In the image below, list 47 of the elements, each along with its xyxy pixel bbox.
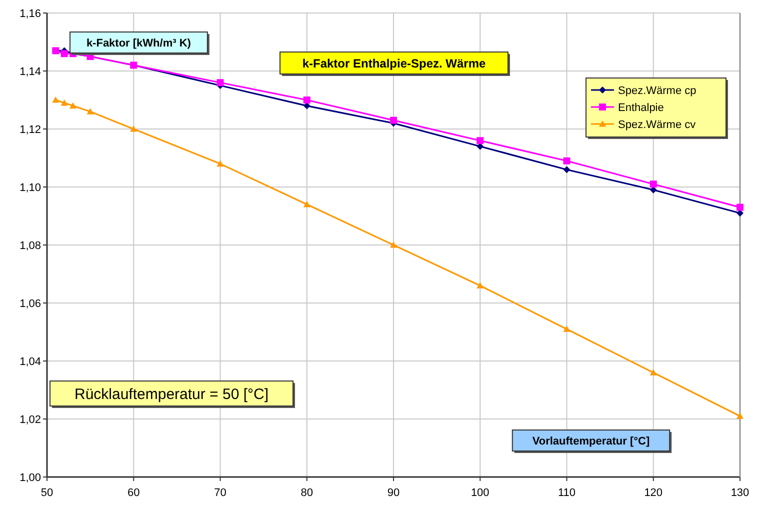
point xyxy=(60,99,68,106)
point xyxy=(69,102,76,109)
x-tick-label: 80 xyxy=(300,487,313,499)
point xyxy=(216,160,224,167)
x-axis-title: Vorlauftemperatur [°C] xyxy=(532,435,650,448)
text: k-Faktor Enthalpie-Spez. Wärme xyxy=(302,56,486,70)
annotation: Rücklauftemperatur = 50 [°C] xyxy=(74,386,269,403)
legend-label: Enthalpie xyxy=(618,102,664,114)
point xyxy=(303,200,310,208)
point xyxy=(303,96,310,104)
y-tick-label: 1,08 xyxy=(20,240,41,252)
point xyxy=(52,96,60,103)
point xyxy=(86,108,94,114)
x-tick-label: 60 xyxy=(128,487,140,499)
point xyxy=(736,204,744,211)
x-tick-label: 130 xyxy=(730,487,750,499)
y-tick-label: 1,12 xyxy=(20,124,41,136)
point xyxy=(650,180,657,188)
y-tick-label: 1,16 xyxy=(20,8,41,20)
point xyxy=(736,412,744,419)
y-tick-label: 1,14 xyxy=(20,66,41,78)
point xyxy=(650,369,657,376)
y-tick-label: 1,00 xyxy=(20,472,41,484)
y-tick-label: 1,02 xyxy=(20,414,41,426)
legend-label: Spez.Wärme cp xyxy=(618,85,696,97)
x-tick-label: 100 xyxy=(470,487,490,499)
x-tick-label: 90 xyxy=(387,487,400,499)
point xyxy=(60,50,68,58)
legend-label: Spez.Wärme cv xyxy=(618,119,696,131)
point xyxy=(563,326,570,332)
y-tick-label: 1,06 xyxy=(20,298,41,310)
y-axis-title: k-Faktor [kWh/m³ K) xyxy=(86,37,192,50)
point xyxy=(563,157,570,164)
point xyxy=(736,210,744,217)
point xyxy=(390,116,397,124)
point xyxy=(563,166,570,174)
x-tick-label: 110 xyxy=(558,487,576,499)
y-tick-label: 1,04 xyxy=(20,356,41,368)
x-tick-label: 120 xyxy=(644,487,663,499)
x-tick-label: 70 xyxy=(214,487,226,499)
point xyxy=(216,79,224,86)
x-tick-label: 50 xyxy=(40,487,54,499)
point xyxy=(130,126,138,132)
y-tick-label: 1,10 xyxy=(20,182,41,194)
point xyxy=(476,282,484,288)
point xyxy=(390,242,397,248)
point xyxy=(476,137,484,144)
